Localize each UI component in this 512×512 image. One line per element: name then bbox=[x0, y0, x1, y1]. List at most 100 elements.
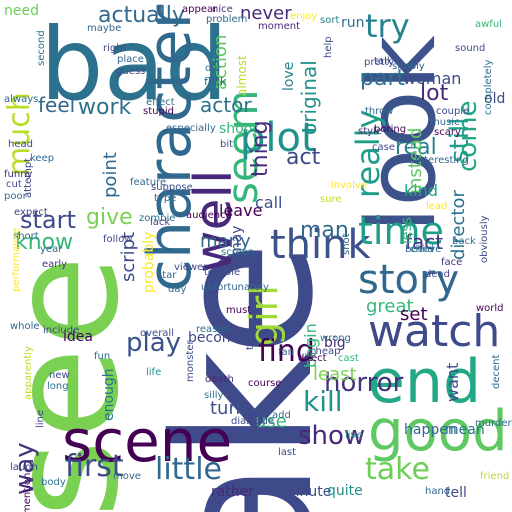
word-face: face bbox=[441, 257, 463, 268]
word-zombie: zombie bbox=[139, 213, 176, 224]
word-bad: bad bbox=[40, 6, 229, 123]
word-man: man bbox=[300, 218, 349, 243]
word-give: give bbox=[86, 205, 133, 230]
word-sure: sure bbox=[320, 194, 342, 205]
word-funny: funny bbox=[4, 169, 33, 180]
word-cut: cut bbox=[6, 179, 22, 190]
word-apparently: apparently bbox=[23, 346, 34, 400]
word-enjoy: enjoy bbox=[290, 11, 318, 22]
word-monster: monster bbox=[185, 340, 196, 382]
word-kill: kill bbox=[303, 385, 343, 418]
word-flick: flick bbox=[204, 75, 227, 88]
word-mean: mean bbox=[445, 422, 485, 438]
word-especially: especially bbox=[166, 123, 216, 134]
word-pretty: pretty bbox=[364, 57, 395, 68]
word-end: end bbox=[368, 347, 482, 417]
word-story: story bbox=[358, 257, 460, 303]
word-moment: moment bbox=[258, 21, 301, 32]
word-many: many bbox=[200, 231, 251, 252]
word-terrible: terrible bbox=[204, 267, 241, 278]
word-always: always bbox=[4, 94, 39, 105]
word-new: new bbox=[49, 370, 70, 381]
word-real: real bbox=[395, 135, 437, 160]
word-lot: lot bbox=[420, 81, 449, 106]
word-actually: actually bbox=[98, 3, 185, 28]
word-short: short bbox=[13, 231, 39, 242]
word-almost: almost bbox=[235, 55, 249, 96]
word-lead: lead bbox=[426, 201, 448, 212]
word-keep: keep bbox=[30, 153, 55, 164]
word-life: life bbox=[146, 367, 162, 378]
word-move: move bbox=[113, 471, 141, 482]
word-horror: horror bbox=[324, 368, 404, 398]
word-less: less bbox=[399, 216, 415, 244]
word-cast: cast bbox=[338, 353, 359, 364]
word-happen: happen bbox=[404, 422, 457, 438]
word-course: course bbox=[248, 378, 282, 389]
word-place: place bbox=[117, 54, 144, 65]
word-kind: kind bbox=[404, 181, 439, 200]
word-watch: watch bbox=[368, 306, 501, 357]
word-good: good bbox=[368, 399, 508, 464]
word-fan: fan bbox=[278, 347, 294, 358]
word-early: early bbox=[42, 259, 68, 270]
word-interesting: interesting bbox=[415, 155, 469, 166]
word-audience: audience bbox=[186, 210, 232, 221]
word-live: live bbox=[345, 430, 363, 441]
word-music: music bbox=[430, 117, 460, 128]
word-unfortunately: unfortunately bbox=[201, 282, 269, 293]
word-stupid: stupid bbox=[143, 106, 174, 117]
word-world: world bbox=[476, 303, 504, 314]
word-work: work bbox=[78, 95, 132, 120]
word-enough: enough bbox=[101, 368, 117, 421]
word-least: least bbox=[313, 364, 357, 385]
word-help: help bbox=[323, 36, 334, 58]
word-guess: guess bbox=[116, 66, 146, 77]
word-overall: overall bbox=[140, 328, 174, 339]
word-tell: tell bbox=[445, 485, 467, 501]
word-call: call bbox=[255, 193, 283, 212]
word-bit: bit bbox=[220, 139, 234, 150]
word-expect: expect bbox=[14, 207, 48, 218]
word-obviously: obviously bbox=[479, 215, 490, 263]
word-want: want bbox=[443, 362, 462, 402]
word-case: case bbox=[372, 142, 395, 153]
word-minute: minute bbox=[282, 484, 332, 500]
word-leave: leave bbox=[219, 201, 263, 220]
word-use: use bbox=[255, 411, 287, 432]
word-poor: poor bbox=[4, 191, 27, 202]
word-old: old bbox=[484, 91, 506, 107]
word-include: include bbox=[43, 325, 80, 336]
word-believe: believe bbox=[405, 244, 442, 255]
word-run: run bbox=[341, 15, 365, 31]
word-start: start bbox=[20, 206, 76, 234]
word-long: long bbox=[47, 381, 69, 392]
word-maybe: maybe bbox=[87, 23, 122, 34]
word-fact: fact bbox=[405, 230, 444, 254]
word-try: try bbox=[365, 7, 410, 45]
word-find: find bbox=[258, 334, 315, 369]
word-head: head bbox=[8, 139, 33, 150]
word-scene: scene bbox=[62, 407, 233, 475]
word-act: act bbox=[286, 145, 321, 170]
word-quite: quite bbox=[327, 483, 363, 499]
word-direct: direct bbox=[298, 353, 327, 364]
word-viewer: viewer bbox=[174, 262, 208, 273]
word-type: type bbox=[154, 193, 177, 204]
word-wrong: wrong bbox=[320, 333, 351, 344]
word-show: show bbox=[298, 421, 366, 451]
word-hand: hand bbox=[425, 486, 451, 497]
word-first: first bbox=[65, 449, 124, 484]
word-day: day bbox=[168, 284, 187, 295]
word-laugh: laugh bbox=[10, 462, 38, 473]
word-director: director bbox=[448, 190, 469, 260]
word-dead: dead bbox=[425, 269, 450, 280]
word-nice: nice bbox=[212, 4, 233, 15]
word-mention: mention bbox=[22, 472, 33, 512]
word-turn: turn bbox=[210, 398, 247, 419]
word-feature: feature bbox=[130, 177, 167, 188]
word-feel: feel bbox=[38, 93, 76, 117]
word-body: body bbox=[41, 477, 66, 488]
word-think: think bbox=[270, 222, 371, 268]
word-child: child bbox=[410, 244, 434, 255]
